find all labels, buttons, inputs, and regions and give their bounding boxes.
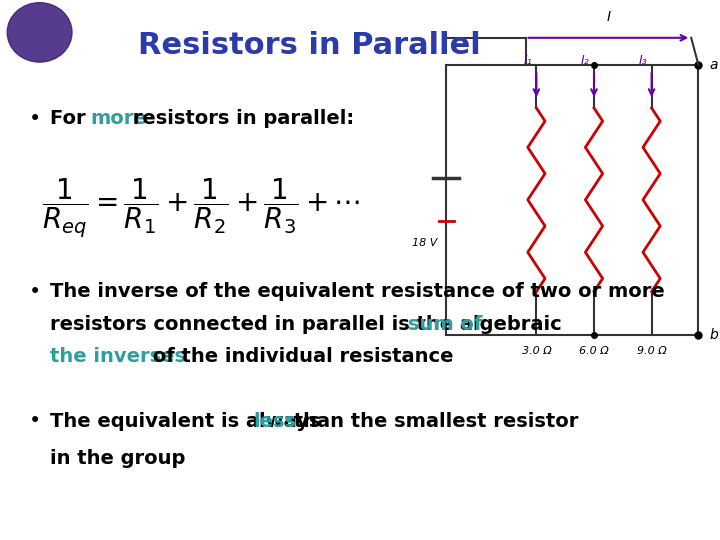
Text: of the individual resistance: of the individual resistance xyxy=(146,347,454,366)
Text: more: more xyxy=(90,109,147,129)
Text: $\dfrac{1}{R_{eq}} = \dfrac{1}{R_1} + \dfrac{1}{R_2} + \dfrac{1}{R_3} + \cdots$: $\dfrac{1}{R_{eq}} = \dfrac{1}{R_1} + \d… xyxy=(42,176,361,240)
Text: •: • xyxy=(29,411,41,431)
Text: than the smallest resistor: than the smallest resistor xyxy=(287,411,578,431)
Text: For: For xyxy=(50,109,93,129)
Text: the inverses: the inverses xyxy=(50,347,186,366)
Text: I₂: I₂ xyxy=(581,55,590,68)
Text: Resistors in Parallel: Resistors in Parallel xyxy=(138,31,481,60)
Text: 18 V: 18 V xyxy=(412,238,438,248)
Text: I₃: I₃ xyxy=(639,55,647,68)
Text: •: • xyxy=(29,109,41,129)
Text: 3.0 Ω: 3.0 Ω xyxy=(521,346,552,356)
Text: 6.0 Ω: 6.0 Ω xyxy=(579,346,609,356)
Text: The inverse of the equivalent resistance of two or more: The inverse of the equivalent resistance… xyxy=(50,282,665,301)
Text: 9.0 Ω: 9.0 Ω xyxy=(636,346,667,356)
Text: resistors in parallel:: resistors in parallel: xyxy=(126,109,354,129)
Text: The equivalent is always: The equivalent is always xyxy=(50,411,328,431)
Text: a: a xyxy=(709,58,718,72)
Text: less: less xyxy=(253,411,297,431)
Ellipse shape xyxy=(7,3,72,62)
Text: in the group: in the group xyxy=(50,449,186,469)
Text: sum of: sum of xyxy=(408,314,482,334)
Text: b: b xyxy=(709,328,718,342)
Text: I₁: I₁ xyxy=(523,55,532,68)
Text: I: I xyxy=(606,10,611,24)
Text: resistors connected in parallel is the algebraic: resistors connected in parallel is the a… xyxy=(50,314,569,334)
Text: •: • xyxy=(29,281,41,302)
